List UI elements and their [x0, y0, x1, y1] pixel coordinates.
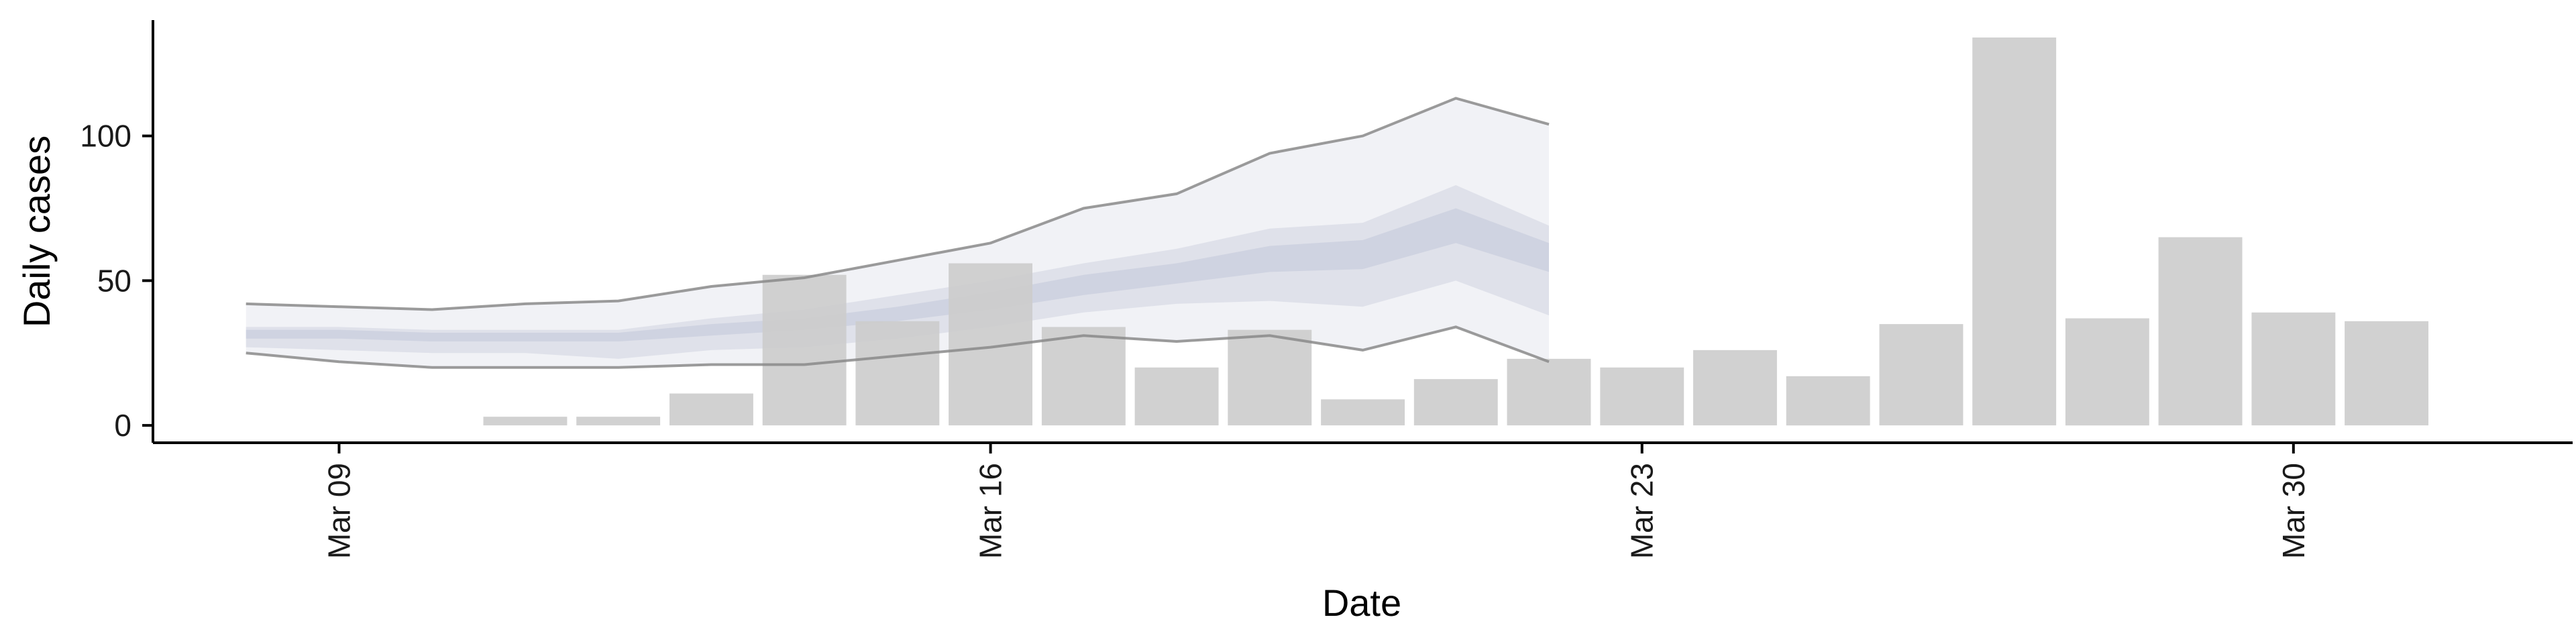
bar	[2065, 318, 2149, 426]
upper-bound-line	[246, 97, 1550, 311]
bar	[1134, 367, 1219, 426]
y-tick-label: 100	[80, 119, 131, 154]
y-ticks: 0 50 100	[80, 119, 153, 443]
bar	[1228, 329, 1312, 426]
bar	[576, 417, 661, 426]
bars	[483, 37, 2428, 426]
x-axis-title: Date	[1322, 582, 1401, 624]
bar	[1600, 367, 1684, 426]
bar	[762, 274, 847, 426]
y-axis-title: Daily cases	[15, 136, 58, 327]
bar	[2345, 321, 2428, 426]
bar	[483, 417, 568, 426]
bar	[2251, 312, 2336, 426]
bar	[1879, 324, 1964, 426]
x-tick-label: Mar 09	[322, 463, 357, 559]
lower-bound-line	[246, 325, 1550, 369]
x-tick-label: Mar 16	[973, 463, 1008, 559]
bar	[1413, 379, 1498, 426]
bar	[1693, 350, 1777, 426]
interval-lines	[246, 97, 1550, 369]
y-tick-label: 0	[114, 408, 131, 443]
bar	[1507, 358, 1591, 426]
bar	[1041, 327, 1126, 426]
x-tick-label: Mar 23	[1625, 463, 1660, 559]
band-20	[246, 208, 1550, 341]
bar	[1321, 399, 1405, 426]
bar	[1786, 376, 1870, 426]
axes	[152, 20, 2573, 444]
bar	[855, 321, 940, 426]
bar	[1972, 37, 2057, 426]
x-tick-label: Mar 30	[2276, 463, 2311, 559]
bar	[669, 393, 753, 426]
bar	[2158, 237, 2243, 426]
y-tick-label: 50	[97, 263, 131, 298]
x-ticks: Mar 09 Mar 16 Mar 23 Mar 30	[322, 443, 2311, 559]
